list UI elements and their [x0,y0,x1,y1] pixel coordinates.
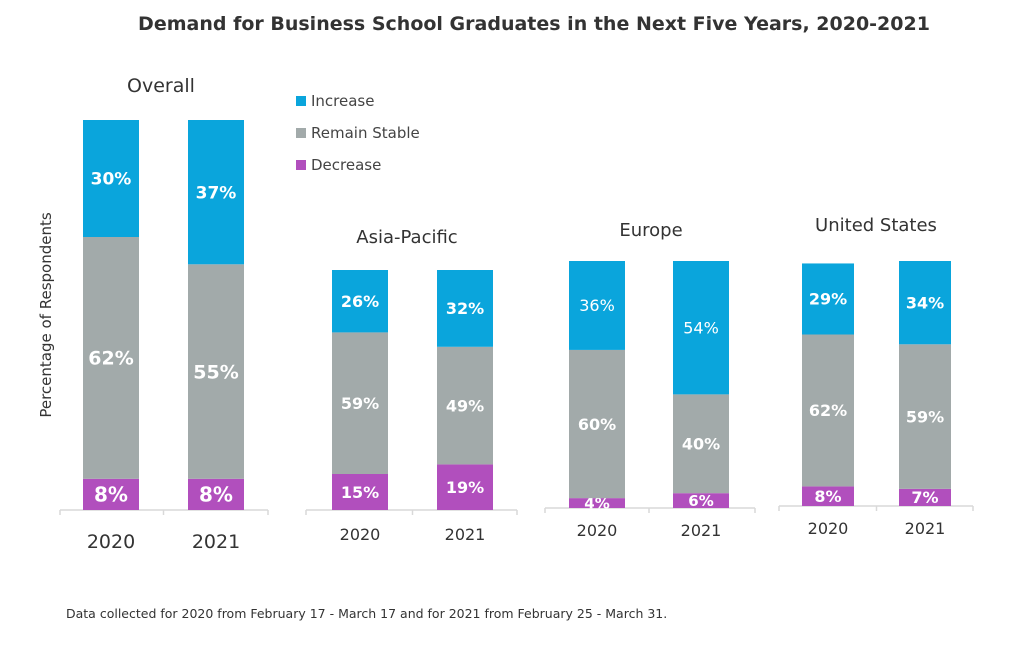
data-label-united-states-2020-remain-stable: 62% [809,401,847,420]
data-label-united-states-2021-decrease: 7% [911,488,938,507]
footnote: Data collected for 2020 from February 17… [66,606,668,621]
bar-europe-2020-increase [569,261,625,350]
data-label-asia-pacific-2021-increase: 32% [446,299,484,318]
bar-united-states-2020-remain-stable [802,334,854,487]
x-tick-label-europe-2020: 2020 [577,521,618,540]
data-label-europe-2021-decrease: 6% [688,492,713,510]
bar-asia-pacific-2020-increase [332,270,388,333]
bar-overall-2020-remain-stable [83,237,139,479]
x-tick-label-europe-2021: 2021 [681,521,722,540]
bar-europe-2021-decrease [673,493,729,508]
data-label-united-states-2021-remain-stable: 59% [906,407,944,426]
legend-label-decrease: Decrease [311,156,381,174]
data-label-overall-2021-remain-stable: 55% [193,361,238,383]
bar-europe-2020-decrease [569,498,625,508]
bar-asia-pacific-2021-increase [437,270,493,347]
data-label-europe-2021-increase: 54% [683,318,719,337]
x-tick-label-united-states-2021: 2021 [905,519,946,538]
bar-asia-pacific-2021-decrease [437,464,493,510]
bar-europe-2021-remain-stable [673,394,729,494]
panel-title-asia-pacific: Asia-Pacific [356,227,457,248]
legend-label-increase: Increase [311,92,374,110]
bar-united-states-2021-decrease [899,488,951,506]
bar-europe-2021-increase [673,261,729,395]
panel-title-overall: Overall [127,75,195,97]
bar-overall-2020-increase [83,120,139,237]
data-label-overall-2020-decrease: 8% [94,483,128,507]
bar-europe-2020-remain-stable [569,349,625,499]
data-label-europe-2020-increase: 36% [579,296,615,315]
legend-swatch-decrease [296,160,306,170]
x-tick-label-overall-2021: 2021 [192,531,240,553]
data-label-overall-2020-remain-stable: 62% [88,348,133,370]
data-label-europe-2021-remain-stable: 40% [682,435,720,454]
panel-title-europe: Europe [619,220,682,241]
x-tick-label-overall-2020: 2020 [87,531,135,553]
data-label-united-states-2020-decrease: 8% [814,487,841,506]
data-label-asia-pacific-2020-decrease: 15% [341,483,379,502]
data-label-overall-2021-increase: 37% [196,183,237,203]
data-label-europe-2020-decrease: 4% [584,494,609,512]
bar-united-states-2021-remain-stable [899,344,951,489]
x-tick-label-asia-pacific-2021: 2021 [445,525,486,544]
panel-title-united-states: United States [815,215,937,236]
bar-overall-2020-decrease [83,478,139,510]
data-label-united-states-2020-increase: 29% [809,290,847,309]
data-label-asia-pacific-2021-decrease: 19% [446,478,484,497]
data-label-overall-2021-decrease: 8% [199,483,233,507]
x-tick-label-asia-pacific-2020: 2020 [340,525,381,544]
data-label-asia-pacific-2020-increase: 26% [341,292,379,311]
legend-swatch-remain-stable [296,128,306,138]
x-tick-label-united-states-2020: 2020 [808,519,849,538]
data-label-asia-pacific-2021-remain-stable: 49% [446,396,484,415]
y-axis-label: Percentage of Respondents [37,212,55,418]
bar-united-states-2020-decrease [802,486,854,506]
bar-overall-2021-decrease [188,478,244,510]
bar-asia-pacific-2021-remain-stable [437,346,493,465]
data-label-overall-2020-increase: 30% [91,170,132,190]
bar-overall-2021-increase [188,120,244,265]
chart-title: Demand for Business School Graduates in … [138,13,930,35]
bar-asia-pacific-2020-remain-stable [332,332,388,474]
legend-label-remain-stable: Remain Stable [311,124,420,142]
legend-swatch-increase [296,96,306,106]
chart-svg: Demand for Business School Graduates in … [37,13,974,553]
bar-united-states-2020-increase [802,263,854,335]
bar-united-states-2021-increase [899,261,951,345]
data-label-asia-pacific-2020-remain-stable: 59% [341,394,379,413]
data-label-united-states-2021-increase: 34% [906,293,944,312]
bar-asia-pacific-2020-decrease [332,474,388,510]
data-label-europe-2020-remain-stable: 60% [578,415,616,434]
bar-overall-2021-remain-stable [188,264,244,479]
